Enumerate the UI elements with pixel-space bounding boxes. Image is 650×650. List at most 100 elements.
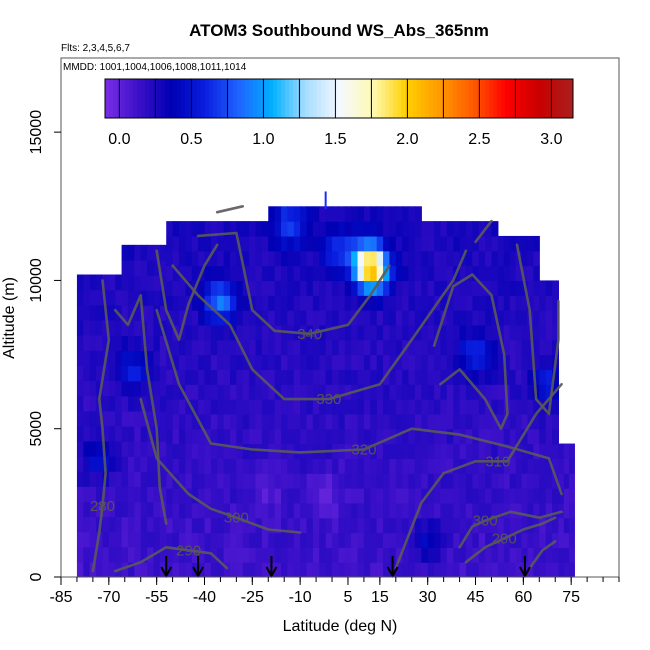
heat-cell bbox=[427, 547, 435, 563]
heat-cell bbox=[76, 304, 84, 321]
heat-cell bbox=[453, 443, 461, 459]
heat-cell bbox=[491, 532, 499, 548]
heat-cell bbox=[351, 265, 359, 282]
heat-cell bbox=[497, 517, 505, 534]
heat-cell bbox=[344, 413, 352, 430]
heat-cell bbox=[478, 310, 486, 326]
heat-cell bbox=[363, 458, 371, 474]
heat-cell bbox=[533, 399, 540, 415]
heat-cell bbox=[274, 547, 282, 563]
heat-cell bbox=[229, 339, 237, 356]
heat-cell bbox=[357, 413, 365, 430]
contour-line bbox=[432, 273, 509, 430]
heat-cell bbox=[198, 488, 206, 504]
heat-cell bbox=[446, 517, 454, 534]
heat-cell bbox=[515, 547, 523, 563]
heat-cell bbox=[204, 443, 212, 459]
heat-cell bbox=[465, 369, 473, 385]
heat-cell bbox=[134, 486, 142, 503]
colorbar-swatch bbox=[381, 79, 386, 118]
heat-cell bbox=[478, 295, 486, 311]
heat-cell bbox=[370, 458, 378, 474]
heat-cell bbox=[465, 339, 473, 356]
heat-cell bbox=[357, 517, 365, 534]
heat-cell bbox=[478, 458, 486, 474]
heat-cell bbox=[338, 206, 346, 222]
heat-cell bbox=[83, 531, 91, 548]
heat-cell bbox=[159, 471, 167, 488]
colorbar-swatch bbox=[289, 79, 294, 118]
heat-cell bbox=[274, 532, 282, 548]
heat-cell bbox=[312, 265, 320, 282]
heat-cell bbox=[427, 250, 435, 267]
heat-cell bbox=[236, 428, 244, 445]
heat-cell bbox=[421, 517, 429, 534]
heat-cell bbox=[414, 324, 422, 341]
heat-cell bbox=[434, 384, 442, 400]
heat-cell bbox=[210, 221, 218, 237]
heat-cell bbox=[172, 502, 180, 519]
colorbar-swatch bbox=[201, 79, 206, 118]
heat-cell bbox=[198, 384, 206, 400]
heat-cell bbox=[153, 259, 161, 276]
heat-cell bbox=[249, 369, 257, 385]
flights-label: Flts: 2,3,4,5,6,7 bbox=[61, 43, 130, 54]
heat-cell bbox=[408, 532, 416, 548]
colorbar-swatch bbox=[465, 79, 470, 118]
heat-cell bbox=[140, 290, 148, 306]
heat-cell bbox=[255, 280, 263, 296]
heat-cell bbox=[389, 295, 397, 311]
heat-cell bbox=[236, 295, 244, 311]
heat-cell bbox=[325, 399, 333, 415]
heat-cell bbox=[153, 561, 161, 577]
heat-cell bbox=[344, 428, 352, 445]
heat-cell bbox=[427, 517, 435, 534]
heat-cell bbox=[153, 410, 161, 427]
heat-cell bbox=[210, 562, 218, 577]
heat-cell bbox=[287, 295, 295, 311]
heat-cell bbox=[249, 488, 257, 504]
heat-cell bbox=[76, 456, 84, 472]
heat-cell bbox=[198, 295, 206, 311]
heat-cell bbox=[255, 473, 263, 489]
colorbar-swatch bbox=[229, 79, 234, 118]
heat-cell bbox=[166, 384, 174, 400]
contour-line bbox=[458, 510, 563, 549]
heat-cell bbox=[306, 473, 314, 489]
heat-cell bbox=[503, 488, 511, 504]
heat-cell bbox=[140, 259, 148, 276]
heat-cell bbox=[274, 399, 282, 415]
heat-cell bbox=[552, 547, 560, 563]
heat-cell bbox=[485, 221, 493, 237]
heat-cell bbox=[376, 265, 384, 282]
heat-cell bbox=[446, 547, 454, 563]
heat-cell bbox=[414, 473, 422, 489]
heat-cell bbox=[217, 517, 225, 534]
heat-cell bbox=[229, 399, 237, 415]
heat-cell bbox=[545, 532, 553, 548]
heat-cell bbox=[497, 428, 505, 445]
heat-cell bbox=[344, 532, 352, 548]
contour-label: 300 bbox=[224, 510, 249, 527]
heat-cell bbox=[300, 235, 308, 252]
heat-cell bbox=[569, 517, 575, 534]
colorbar-swatch bbox=[561, 79, 566, 118]
colorbar-swatch bbox=[129, 79, 134, 118]
heat-cell bbox=[96, 456, 104, 472]
heat-cell bbox=[102, 380, 110, 397]
heat-cell bbox=[558, 532, 565, 548]
heat-cell bbox=[545, 384, 553, 400]
heat-cell bbox=[440, 488, 448, 504]
heat-cell bbox=[300, 280, 308, 296]
heat-cell bbox=[210, 443, 218, 459]
heat-cell bbox=[96, 440, 104, 457]
heat-cell bbox=[363, 206, 371, 222]
heat-cell bbox=[533, 562, 540, 577]
heat-cell bbox=[453, 339, 461, 356]
heat-cell bbox=[223, 473, 231, 489]
heat-cell bbox=[434, 310, 442, 326]
heat-cell bbox=[408, 399, 416, 415]
heat-cell bbox=[229, 221, 237, 237]
heat-cell bbox=[319, 206, 327, 222]
heat-cell bbox=[402, 547, 410, 563]
